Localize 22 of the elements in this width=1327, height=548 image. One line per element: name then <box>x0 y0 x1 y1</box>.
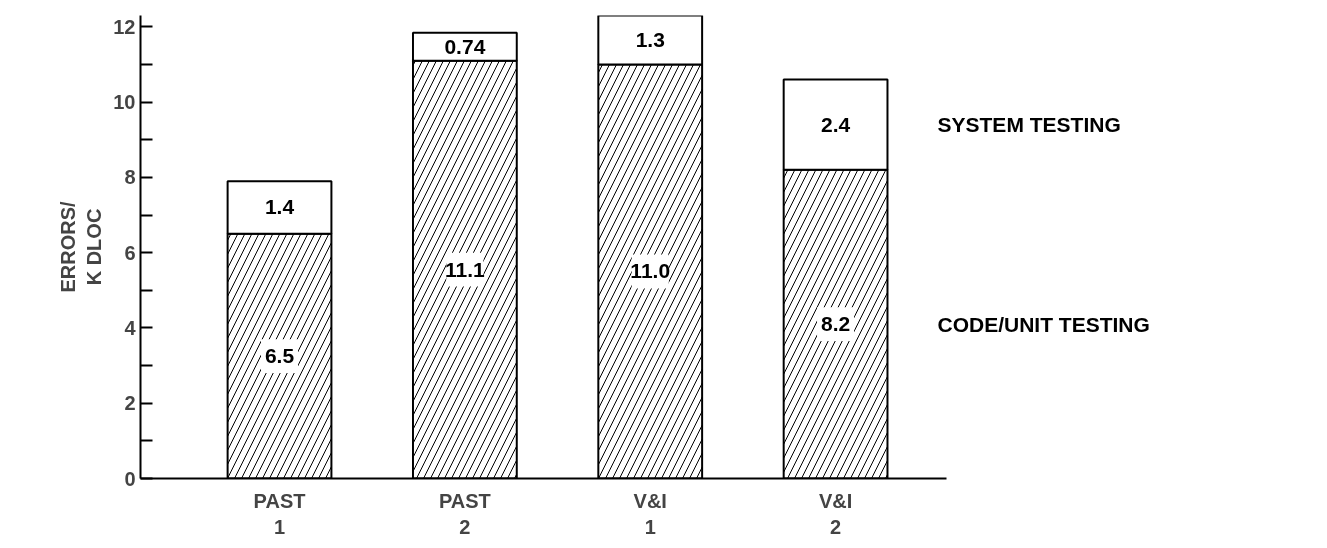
data-label: 11.1 <box>445 257 486 281</box>
data-label: 8.2 <box>820 312 851 336</box>
data-label: 2.4 <box>820 112 851 136</box>
text: SYSTEM TESTING <box>937 113 1121 137</box>
x-tick-label: V&I 2 <box>818 489 853 538</box>
x-tick-label: PAST 1 <box>253 489 306 538</box>
data-label: 1.3 <box>635 27 665 51</box>
x-tick-label: PAST 2 <box>438 489 491 538</box>
y-tick-label: 0 <box>124 467 136 490</box>
data-label: 6.5 <box>264 344 295 368</box>
y-axis-title: ERRORS/ K DLOC <box>56 201 106 293</box>
y-tick-label: 2 <box>124 392 136 415</box>
y-tick-label: 8 <box>124 166 136 189</box>
data-label: 0.74 <box>444 34 486 58</box>
data-label: 11.0 <box>630 259 671 283</box>
y-tick-label: 10 <box>113 91 136 114</box>
x-tick-label: V&I 1 <box>633 489 667 538</box>
text: CODE/UNIT TESTING <box>937 312 1150 336</box>
y-tick-label: 12 <box>113 15 136 38</box>
data-label: 1.4 <box>264 195 295 219</box>
y-tick-label: 4 <box>124 316 137 339</box>
y-tick-label: 6 <box>124 241 136 264</box>
